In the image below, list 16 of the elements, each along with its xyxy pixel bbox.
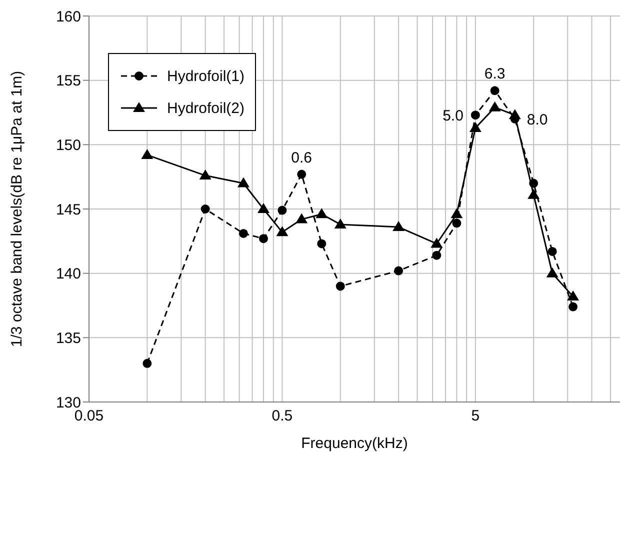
annotation: 0.6 — [291, 149, 312, 166]
annotation: 6.3 — [484, 66, 506, 83]
x-tick-label: 0.5 — [272, 408, 293, 425]
y-tick-label: 160 — [56, 8, 81, 26]
y-axis-title: 1/3 octave band levels(dB re 1μPa at 1m) — [8, 70, 26, 348]
x-tick-label: 5 — [471, 408, 480, 425]
annotation: 5.0 — [442, 107, 464, 124]
legend-label: Hydrofoil(1) — [167, 68, 245, 84]
x-axis-title: Frequency(kHz) — [301, 435, 408, 452]
y-tick-label: 150 — [56, 136, 81, 154]
y-tick-label: 155 — [56, 72, 81, 90]
annotation: 8.0 — [526, 111, 548, 128]
y-tick-label: 140 — [56, 266, 81, 283]
legend-label: Hydrofoil(2) — [167, 100, 245, 116]
y-tick-label: 135 — [56, 330, 81, 347]
y-tick-label: 145 — [56, 201, 81, 218]
